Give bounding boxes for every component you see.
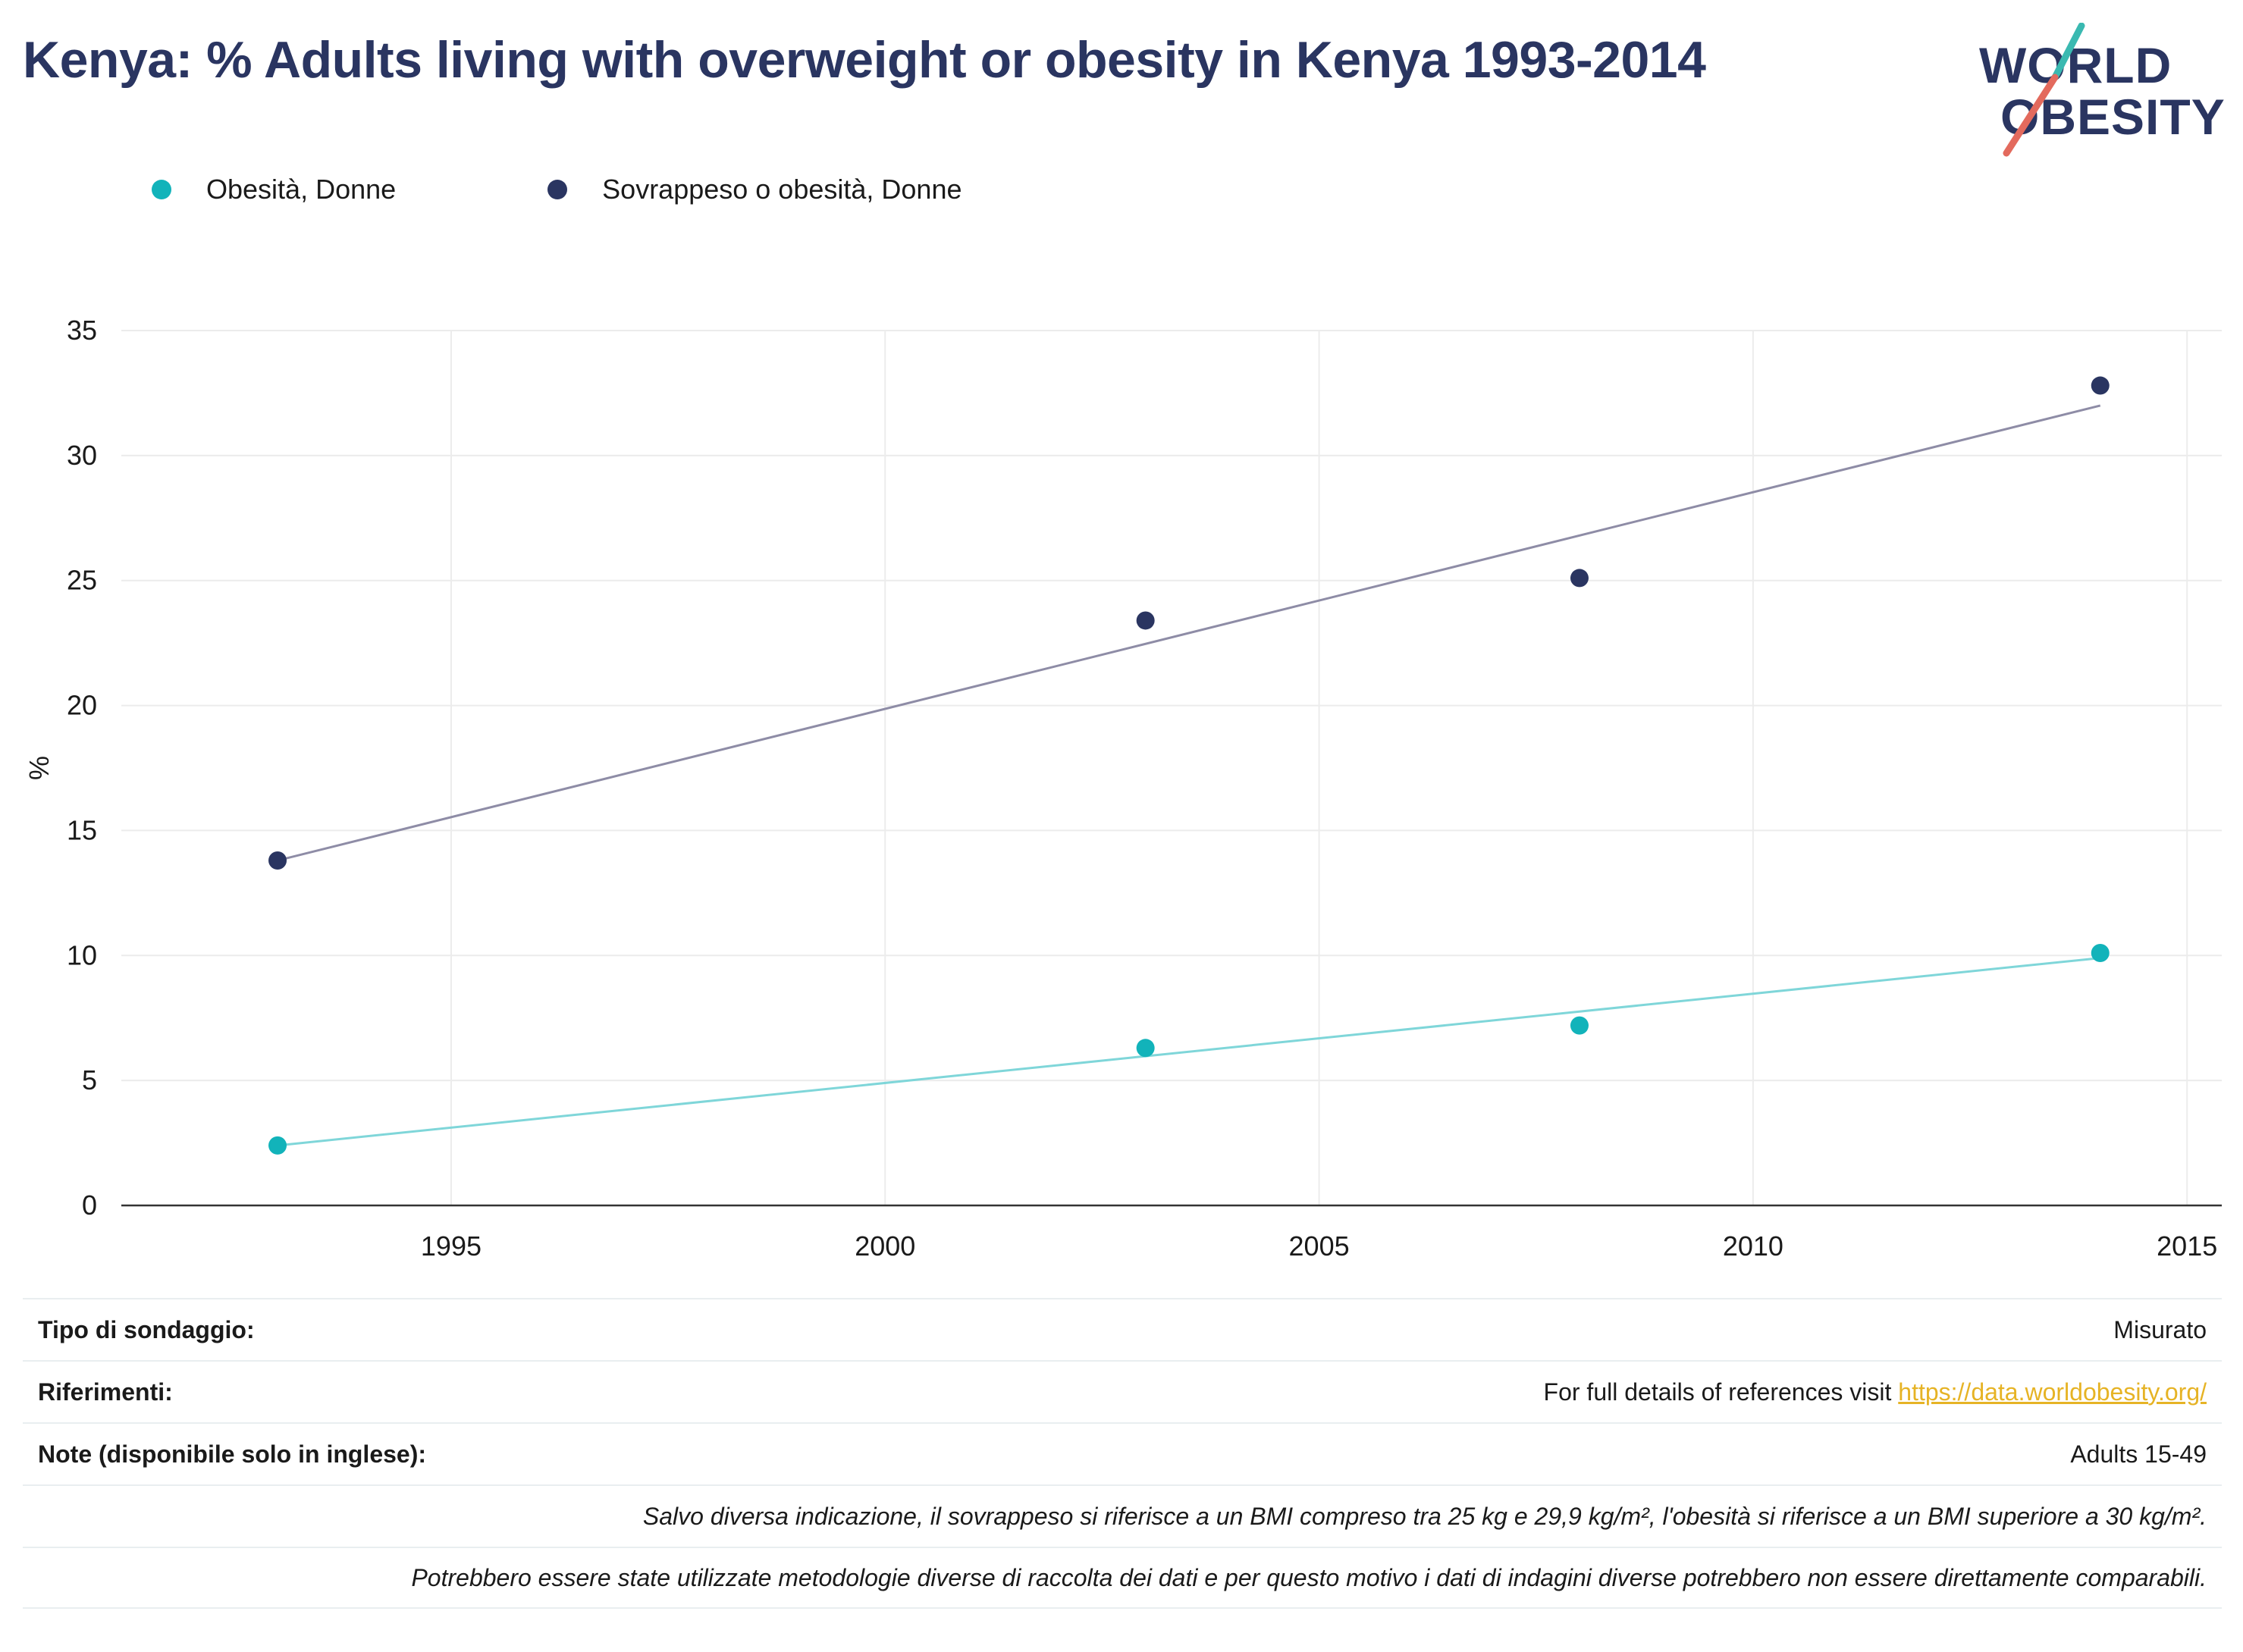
chart-title: Kenya: % Adults living with overweight o… <box>23 31 1706 89</box>
footer-row-references: Riferimenti: For full details of referen… <box>23 1360 2222 1422</box>
y-tick-label: 35 <box>67 315 97 346</box>
notes-label: Note (disponibile solo in inglese): <box>38 1440 427 1468</box>
data-point-series-1-2008[interactable] <box>1570 569 1589 588</box>
legend-marker-obesity <box>152 180 171 199</box>
data-point-series-0-1993[interactable] <box>268 1136 287 1155</box>
note-method: Potrebbero essere state utilizzate metod… <box>411 1563 2207 1591</box>
data-point-series-1-2014[interactable] <box>2091 376 2110 395</box>
data-point-series-1-2003[interactable] <box>1136 611 1155 630</box>
data-point-series-1-1993[interactable] <box>268 851 287 870</box>
x-tick-label: 2000 <box>855 1230 915 1262</box>
survey-type-value: Misurato <box>2113 1315 2207 1343</box>
logo-word-world: WORLD <box>1979 37 2172 93</box>
x-tick-label: 2015 <box>2157 1230 2217 1262</box>
y-tick-label: 5 <box>82 1064 97 1096</box>
y-tick-label: 20 <box>67 690 97 721</box>
footer-row-note-bmi: Salvo diversa indicazione, il sovrappeso… <box>23 1484 2222 1547</box>
y-tick-label: 15 <box>67 814 97 845</box>
y-tick-label: 25 <box>67 565 97 596</box>
trend-line-series-1 <box>277 404 2101 862</box>
y-tick-label: 10 <box>67 939 97 970</box>
x-tick-label: 2005 <box>1289 1230 1350 1262</box>
note-bmi: Salvo diversa indicazione, il sovrappeso… <box>642 1502 2207 1530</box>
legend-label-obesity: Obesità, Donne <box>206 174 397 205</box>
data-point-series-0-2003[interactable] <box>1136 1039 1155 1058</box>
y-axis-label: % <box>24 756 55 780</box>
footer-row-note-method: Potrebbero essere state utilizzate metod… <box>23 1547 2222 1609</box>
y-tick-label: 30 <box>67 440 97 471</box>
legend-marker-overweight <box>547 180 568 199</box>
survey-type-label: Tipo di sondaggio: <box>38 1315 255 1343</box>
references-label: Riferimenti: <box>38 1378 173 1406</box>
y-tick-label: 0 <box>82 1190 97 1221</box>
references-link[interactable]: https://data.worldobesity.org/ <box>1898 1378 2207 1406</box>
references-text: For full details of references visit <box>1543 1378 1899 1406</box>
x-tick-label: 2010 <box>1723 1230 1783 1262</box>
data-point-series-0-2014[interactable] <box>2091 943 2110 962</box>
footer-row-notes: Note (disponibile solo in inglese): Adul… <box>23 1422 2222 1484</box>
legend-label-overweight: Sovrappeso o obesità, Donne <box>602 174 962 205</box>
world-obesity-logo: WORLD OBESITY <box>1979 23 2225 159</box>
data-point-series-0-2008[interactable] <box>1570 1016 1589 1035</box>
x-tick-label: 1995 <box>421 1230 482 1262</box>
logo-slash-icon <box>2003 23 2085 157</box>
chart-legend: Obesità, Donne Sovrappeso o obesità, Don… <box>152 171 1113 208</box>
footer-table: Tipo di sondaggio: Misurato Riferimenti:… <box>23 1298 2222 1609</box>
trend-line-series-0 <box>277 957 2100 1147</box>
footer-row-survey-type: Tipo di sondaggio: Misurato <box>23 1298 2222 1360</box>
scatter-chart: 0 5 10 15 20 25 30 35 1995 2000 2005 2010 2015% <box>24 315 2222 1262</box>
notes-value: Adults 15-49 <box>2070 1440 2207 1468</box>
legend-item-overweight[interactable]: Sovrappeso o obesità, Donne <box>547 174 962 205</box>
legend-item-obesity[interactable]: Obesità, Donne <box>152 174 396 205</box>
references-value: For full details of references visit htt… <box>1544 1378 2207 1406</box>
